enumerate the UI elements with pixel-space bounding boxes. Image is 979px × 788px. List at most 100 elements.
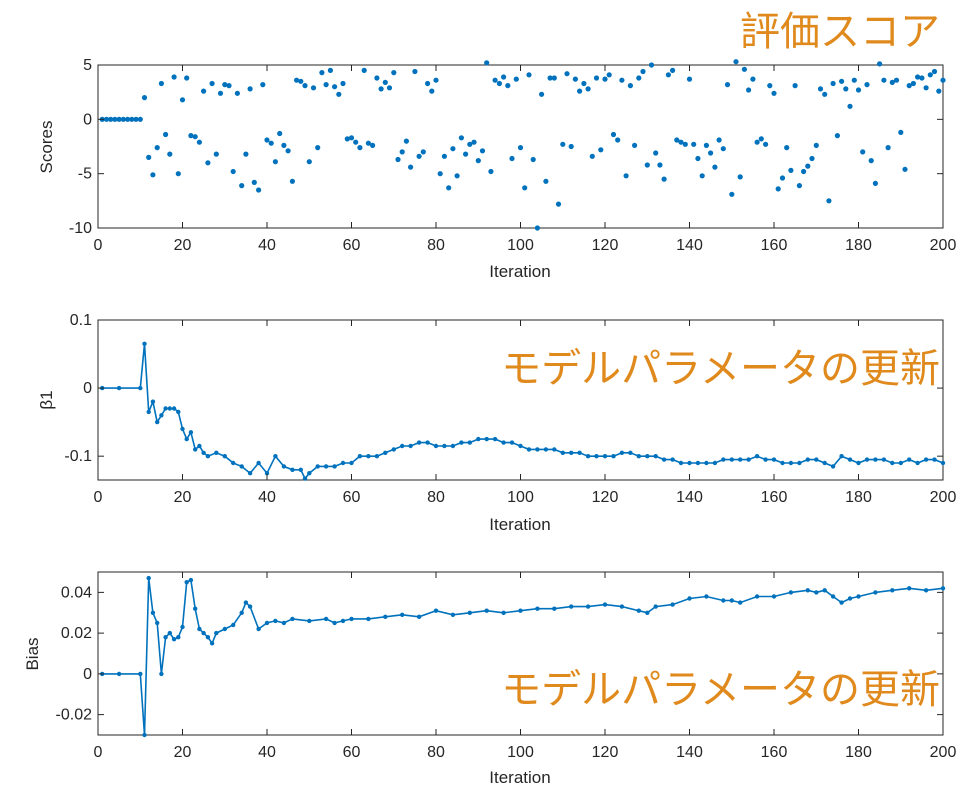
scores-data-point — [226, 83, 232, 89]
scores-data-point — [386, 85, 393, 91]
bias-data-point — [201, 630, 206, 636]
scores-data-point — [488, 168, 494, 175]
bias-data-point — [205, 635, 211, 640]
scores-data-point — [205, 160, 211, 166]
scores-data-point — [285, 148, 291, 154]
scores-data-point — [661, 176, 667, 182]
scores-x-tick-label: 20 — [174, 237, 192, 254]
scores-data-point — [222, 82, 228, 88]
beta1-data-point — [484, 436, 489, 442]
scores-data-point — [340, 80, 346, 87]
scores-y-tick-label: -5 — [78, 166, 92, 183]
scores-data-point — [716, 137, 722, 143]
beta1-data-point — [184, 436, 189, 442]
scores-data-point — [327, 67, 333, 73]
scores-data-point — [306, 159, 312, 165]
bias-data-point — [366, 616, 371, 622]
scores-data-point — [627, 83, 634, 89]
beta1-data-point — [264, 471, 270, 476]
scores-data-point — [230, 168, 236, 175]
beta1-data-point — [509, 440, 515, 445]
scores-data-point — [551, 75, 557, 81]
beta1-data-point — [357, 454, 363, 459]
beta1-data-point — [611, 454, 616, 459]
bias-data-point — [256, 626, 261, 632]
beta1-data-point — [780, 460, 785, 466]
beta1-data-point — [323, 464, 329, 469]
bias-y-axis-label: Bias — [23, 637, 42, 670]
bias-data-point — [146, 575, 151, 581]
beta1-data-point — [678, 460, 684, 466]
beta1-data-point — [856, 460, 861, 466]
scores-data-point — [467, 141, 473, 147]
bias-x-tick-label: 180 — [845, 744, 872, 761]
beta1-x-axis-label: Iteration — [489, 515, 550, 534]
beta1-data-point — [298, 467, 303, 472]
beta1-data-point — [256, 460, 261, 466]
scores-data-point — [120, 116, 126, 122]
scores-data-point — [864, 82, 870, 88]
scores-data-point — [839, 78, 845, 84]
scores-data-point — [940, 77, 946, 83]
scores-data-point — [348, 135, 355, 141]
bias-series-line — [102, 578, 944, 736]
bias-x-ticks: 0 20 40 60 80 100 120 140 160 180 200 — [94, 572, 956, 761]
scores-data-point — [784, 145, 790, 151]
bias-data-point — [569, 604, 574, 609]
beta1-data-point — [159, 413, 164, 418]
bias-data-point — [814, 590, 819, 595]
scores-data-point — [382, 79, 388, 85]
scores-data-point — [691, 141, 697, 147]
scores-data-point — [623, 173, 629, 179]
scores-y-tick-label: -10 — [69, 220, 92, 237]
scores-data-point — [513, 76, 519, 82]
bias-data-point — [535, 606, 540, 611]
scores-data-point — [395, 156, 401, 163]
beta1-data-point — [146, 409, 151, 415]
beta1-data-point — [628, 450, 633, 455]
scores-data-point — [458, 135, 464, 141]
top-title-annotation: 評価スコア — [740, 9, 940, 55]
scores-data-point — [277, 130, 283, 137]
bias-x-tick-label: 40 — [258, 744, 276, 761]
scores-data-point — [108, 116, 114, 122]
bias-data-point — [332, 620, 337, 626]
bias-data-point — [243, 600, 249, 605]
scores-data-point — [378, 86, 384, 92]
scores-data-point — [703, 142, 710, 148]
bias-data-point — [116, 671, 122, 677]
beta1-data-point — [636, 454, 641, 459]
scores-x-axis-label: Iteration — [489, 262, 550, 281]
beta1-data-point — [459, 440, 464, 445]
beta1-y-ticks: 0.1 0 -0.1 — [64, 312, 943, 465]
scores-y-tick-label: 0 — [83, 111, 92, 128]
scores-data-point — [268, 140, 274, 146]
scores-data-point — [560, 141, 566, 147]
scores-data-point — [256, 187, 262, 193]
bias-data-point — [450, 612, 456, 617]
beta1-data-point — [180, 426, 185, 432]
scores-data-point — [543, 178, 549, 184]
beta1-data-point — [302, 476, 308, 481]
scores-data-point — [408, 164, 414, 170]
beta1-plot-frame — [97, 319, 944, 481]
beta1-y-tick-label: 0 — [83, 380, 92, 397]
beta1-x-ticks: 0 20 40 60 80 100 120 140 160 180 200 — [94, 320, 956, 506]
scores-x-tick-label: 180 — [845, 237, 872, 254]
beta1-series — [100, 341, 946, 481]
scores-data-point — [116, 116, 122, 122]
beta1-data-point — [864, 457, 870, 462]
param-update-annotation-1: モデルパラメータの更新 — [501, 346, 940, 392]
scores-data-point — [830, 80, 836, 87]
beta1-data-point — [653, 454, 658, 459]
beta1-data-point — [307, 471, 312, 476]
scores-data-point — [923, 85, 929, 91]
beta1-data-point — [873, 457, 878, 462]
bias-data-point — [552, 606, 557, 611]
scores-data-point — [429, 88, 435, 94]
scores-data-point — [881, 77, 887, 83]
scores-data-point — [902, 166, 908, 172]
scores-data-point — [289, 178, 295, 184]
scores-data-point — [919, 75, 925, 81]
